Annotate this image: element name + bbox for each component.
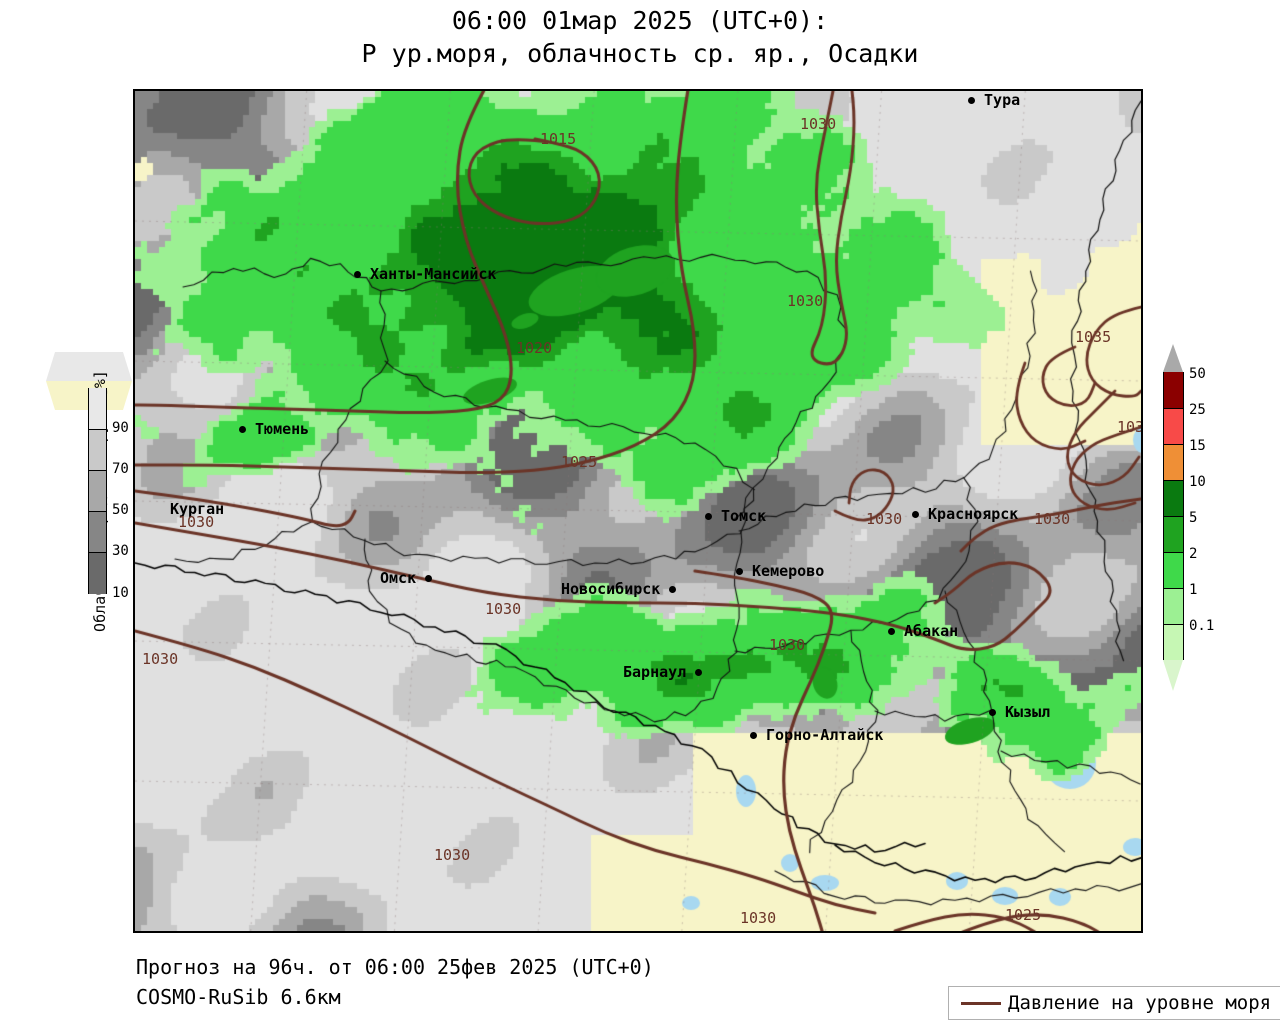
- cloud-tick-50: 50: [112, 502, 129, 518]
- cloud-tick-90: 90: [112, 420, 129, 436]
- isobar-label-1030: 1030: [769, 636, 806, 654]
- city-name: Красноярск: [928, 505, 1019, 523]
- isobar-label-1030: 1030: [800, 115, 837, 133]
- cloud-tick-10: 10: [112, 585, 129, 601]
- city-dot: [989, 709, 996, 716]
- city-label-томск: Томск: [705, 507, 766, 525]
- cloud-seg-50: [88, 470, 107, 511]
- isobar-label-1030: 1030: [740, 909, 777, 927]
- city-dot: [736, 568, 743, 575]
- precip-seg-15: [1163, 444, 1184, 480]
- isobar-label-1020: 1020: [516, 339, 553, 357]
- isobar-label-1030: 1030: [485, 600, 522, 618]
- precip-seg-1: [1163, 588, 1184, 624]
- cloud-cover-legend: Облачность среднего яруса [%] 90 70 50 3…: [46, 352, 132, 672]
- cloud-tick-30: 30: [112, 543, 129, 559]
- page-title: 06:00 01мар 2025 (UTC+0): P ур.моря, обл…: [0, 4, 1280, 70]
- isobar-label-1015: 1015: [540, 130, 577, 148]
- isobar-label-1030: 1030: [178, 513, 215, 531]
- city-label-абакан: Абакан: [888, 622, 958, 640]
- precip-legend-top-arrow: [1163, 344, 1183, 372]
- title-line-fields: P ур.моря, облачность ср. яр., Осадки: [361, 39, 919, 68]
- city-name: Тюмень: [255, 420, 310, 438]
- pressure-legend-box: Давление на уровне моря: [948, 986, 1280, 1020]
- cloud-seg-10: [88, 552, 107, 594]
- precip-tick-15: 15: [1189, 438, 1206, 454]
- precip-seg-25: [1163, 408, 1184, 444]
- city-dot: [888, 628, 895, 635]
- city-name: Кемерово: [752, 562, 825, 580]
- city-name: Тура: [984, 91, 1021, 109]
- city-label-барнаул: Барнаул: [623, 663, 703, 681]
- city-dot: [669, 586, 677, 593]
- city-label-тура: Тура: [968, 91, 1020, 109]
- city-name: Новосибирск: [561, 580, 661, 598]
- city-name: Абакан: [904, 622, 959, 640]
- forecast-map[interactable]: Тура Ханты-Мансийск Тюмень Курган Омск Том…: [133, 89, 1143, 933]
- map-raster-layer: [135, 91, 1141, 931]
- isobar-label-1025: 1025: [1005, 906, 1042, 924]
- precip-seg-5: [1163, 516, 1184, 552]
- cloud-legend-top-arrow: [46, 352, 132, 381]
- city-label-новосибирск: Новосибирск: [561, 580, 677, 598]
- cloud-seg-30: [88, 511, 107, 552]
- city-name: Горно-Алтайск: [766, 726, 884, 744]
- precip-tick-5: 5: [1189, 510, 1198, 526]
- precip-tick-10: 10: [1189, 474, 1206, 490]
- city-name: Барнаул: [623, 663, 687, 681]
- pressure-line-swatch: [961, 1001, 1001, 1005]
- footer-forecast-line: Прогноз на 96ч. от 06:00 25фев 2025 (UTC…: [136, 955, 654, 979]
- city-dot: [750, 732, 757, 739]
- city-dot: [239, 426, 246, 433]
- city-name: Кызыл: [1005, 703, 1051, 721]
- footer-model-line: COSMO-RuSib 6.6км: [136, 985, 341, 1009]
- city-label-тюмень: Тюмень: [239, 420, 309, 438]
- precip-tick-50: 50: [1189, 366, 1206, 382]
- isobar-label-1035: 1035: [1075, 328, 1112, 346]
- cloud-legend-bar: [88, 388, 107, 594]
- city-dot: [354, 271, 361, 278]
- isobar-label-1035: 1035: [1117, 418, 1141, 436]
- city-dot: [425, 575, 433, 582]
- city-name: Ханты-Мансийск: [370, 265, 497, 283]
- city-label-курган: Курган: [170, 500, 224, 518]
- precip-tick-25: 25: [1189, 402, 1206, 418]
- precip-tick-0.1: 0.1: [1189, 618, 1215, 634]
- precipitation-legend: Осадки за предыдущие 3 часа [мм] 50 25 1…: [1155, 332, 1280, 702]
- precip-tick-2: 2: [1189, 546, 1198, 562]
- city-dot: [912, 511, 919, 518]
- pressure-legend-label: Давление на уровне моря: [1008, 992, 1272, 1014]
- precip-seg-0.1: [1163, 624, 1184, 660]
- city-name: Курган: [170, 500, 225, 518]
- cloud-seg-70: [88, 429, 107, 470]
- footer-text: Прогноз на 96ч. от 06:00 25фев 2025 (UTC…: [136, 952, 956, 1012]
- cloud-tick-70: 70: [112, 461, 129, 477]
- isobar-label-1030: 1030: [1034, 510, 1071, 528]
- precip-seg-10: [1163, 480, 1184, 516]
- city-dot: [705, 513, 712, 520]
- city-label-кызыл: Кызыл: [989, 703, 1050, 721]
- city-label-красноярск: Красноярск: [912, 505, 1018, 523]
- precip-seg-50: [1163, 372, 1184, 408]
- cloud-seg-90: [88, 388, 107, 429]
- precip-legend-bar: [1163, 372, 1184, 660]
- title-line-valid-time: 06:00 01мар 2025 (UTC+0):: [451, 6, 829, 35]
- isobar-label-1030: 1030: [142, 650, 179, 668]
- city-name: Омск: [380, 569, 417, 587]
- isobar-label-1030: 1030: [866, 510, 903, 528]
- city-label-ханты-мансийск: Ханты-Мансийск: [354, 265, 496, 283]
- city-label-омск: Омск: [380, 569, 433, 587]
- city-dot: [968, 97, 975, 104]
- isobar-label-1030: 1030: [434, 846, 471, 864]
- city-label-горно-алтайск: Горно-Алтайск: [750, 726, 883, 744]
- precip-seg-2: [1163, 552, 1184, 588]
- isobar-label-1025: 1025: [561, 453, 598, 471]
- city-dot: [695, 669, 703, 676]
- isobar-label-1030: 1030: [787, 292, 824, 310]
- precip-legend-bottom-arrow: [1163, 660, 1183, 691]
- city-label-кемерово: Кемерово: [736, 562, 824, 580]
- precip-tick-1: 1: [1189, 582, 1198, 598]
- city-name: Томск: [721, 507, 767, 525]
